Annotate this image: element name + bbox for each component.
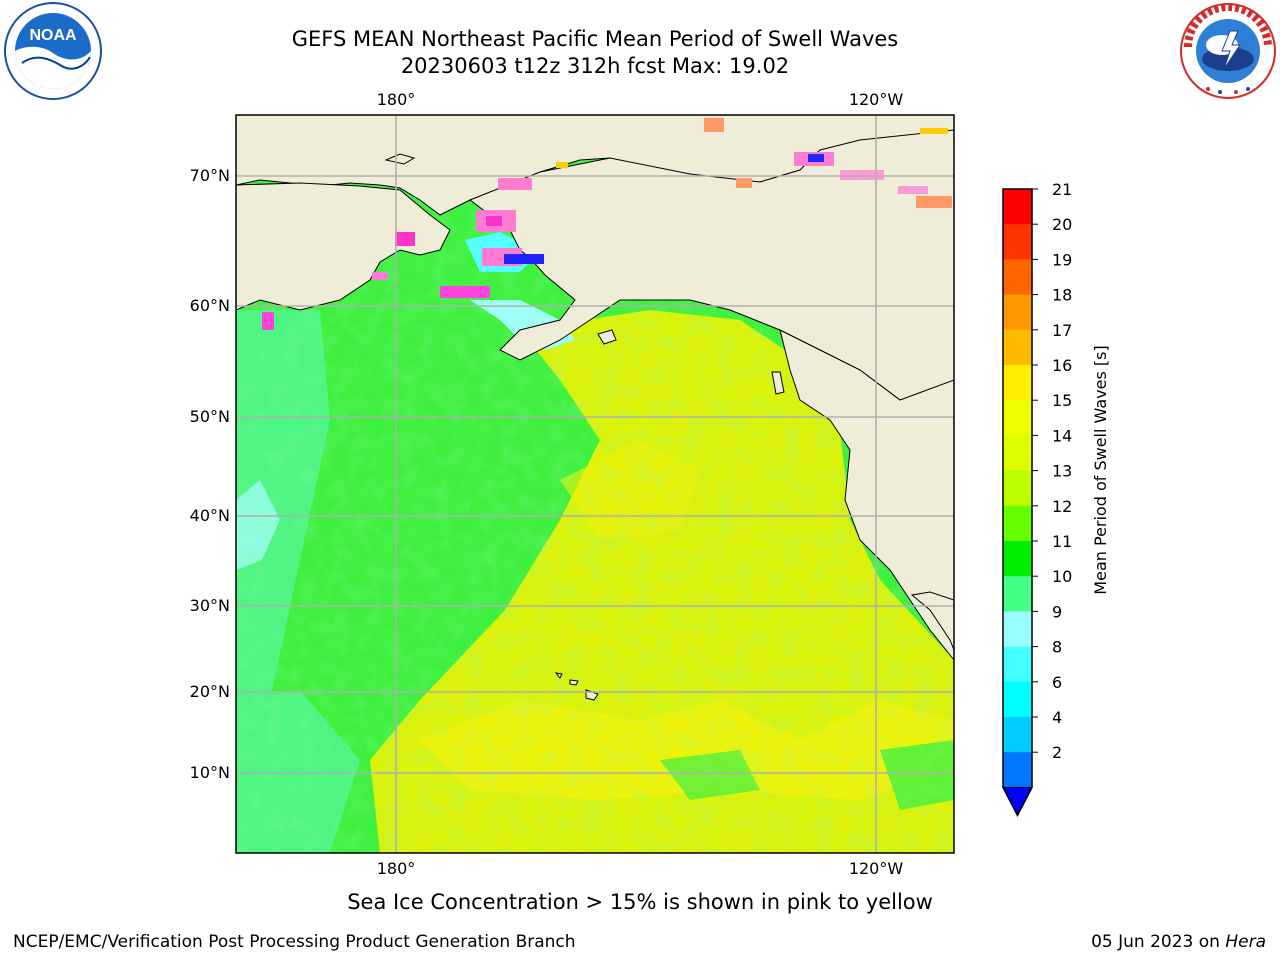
colorbar-segment [1003,611,1032,648]
colorbar-tick-label: 19 [1052,250,1072,269]
credit-date: 05 Jun 2023 on [1091,932,1226,952]
sea-ice-caption: Sea Ice Concentration > 15% is shown in … [347,890,933,914]
credit-left: NCEP/EMC/Verification Post Processing Pr… [13,932,576,952]
colorbar-segment [1003,470,1032,507]
colorbar-tick-label: 6 [1052,673,1062,692]
colorbar-tick-label: 15 [1052,391,1072,410]
colorbar-tick-label: 16 [1052,356,1072,375]
map-gridlines [236,115,954,853]
colorbar-segment [1003,541,1032,577]
lat-label-10n: 10°N [190,763,230,782]
colorbar-segment [1003,646,1032,683]
colorbar-segment [1003,365,1032,401]
colorbar-tick-label: 20 [1052,215,1072,234]
alaska-land [468,129,954,421]
colorbar-segment [1003,752,1032,788]
colorbar-tick-label: 8 [1052,638,1062,657]
colorbar-frame [1002,188,1033,818]
colorbar: 21 20 19 18 17 16 15 14 13 12 11 10 9 8 6 4 2 [1002,180,1072,818]
lat-label-40n: 40°N [190,506,230,525]
colorbar-segment [1003,681,1032,718]
colorbar-segment [1003,400,1032,436]
colorbar-segment [1003,259,1032,296]
colorbar-segment [1003,189,1032,225]
lon-label-top-120w: 120°W [849,90,904,109]
colorbar-segment [1003,224,1032,260]
colorbar-extend-arrow [1002,786,1033,817]
colorbar-tick-label: 10 [1052,567,1072,586]
lon-label-bottom-180: 180° [377,859,416,878]
colorbar-segment [1003,329,1032,366]
colorbar-label: Mean Period of Swell Waves [s] [1091,345,1110,594]
credit-host: Hera [1225,932,1266,952]
noaa-logo-text: NOAA [29,27,77,44]
colorbar-tick-label: 4 [1052,708,1062,727]
lon-label-top-180: 180° [377,90,416,109]
colorbar-tick-label: 14 [1052,426,1072,445]
colorbar-segment [1003,717,1032,753]
nws-logo [1180,3,1276,99]
colorbar-tick-label: 21 [1052,180,1072,199]
lat-label-60n: 60°N [190,296,230,315]
lat-label-20n: 20°N [190,682,230,701]
noaa-logo: NOAA [4,2,102,100]
colorbar-segment [1003,505,1032,542]
lat-label-30n: 30°N [190,596,230,615]
colorbar-tick-label: 12 [1052,497,1072,516]
colorbar-segment [1003,576,1032,612]
lat-label-50n: 50°N [190,407,230,426]
colorbar-tick-label: 13 [1052,462,1072,481]
map-title: GEFS MEAN Northeast Pacific Mean Period … [291,27,899,51]
map-frame [235,114,955,854]
colorbar-tick-label: 17 [1052,321,1072,340]
lat-label-70n: 70°N [190,166,230,185]
colorbar-segment [1003,294,1032,331]
colorbar-tick-label: 11 [1052,532,1072,551]
credit-right: 05 Jun 2023 on Hera [1091,932,1266,952]
sea-ice-overlay [262,118,952,330]
map-subtitle: 20230603 t12z 312h fcst Max: 19.02 [400,54,790,78]
colorbar-tick-label: 2 [1052,743,1062,762]
colorbar-segment [1003,435,1032,472]
lon-label-bottom-120w: 120°W [849,859,904,878]
north-america-land [779,329,954,661]
colorbar-tick-label: 18 [1052,286,1072,305]
map-plot-area [236,115,954,853]
colorbar-tick-label: 9 [1052,602,1062,621]
